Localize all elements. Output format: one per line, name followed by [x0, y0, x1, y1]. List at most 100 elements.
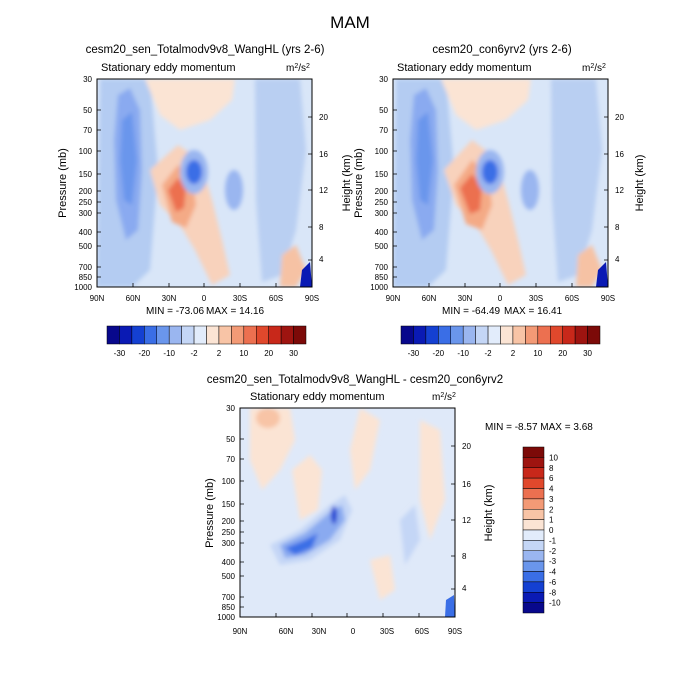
- colorbar-3-swatch-3: [522, 477, 545, 489]
- panel-2-ytick-1000: 1000: [370, 283, 388, 292]
- panel-1-htick-8: 8: [319, 223, 324, 232]
- colorbar-2-label-6: 20: [558, 349, 567, 358]
- colorbar-1-swatch-5: [168, 325, 182, 345]
- panel-2-subtitle: Stationary eddy momentum: [397, 62, 532, 74]
- panel-3-units: m2/s2: [432, 392, 456, 404]
- panel-1-htick-4: 4: [319, 255, 324, 264]
- panel-3-pos-upper-60n: [250, 408, 295, 490]
- panel-2-height-axis: 4 8 12 16 20 Height (km): [604, 113, 646, 264]
- panel-1-y-axis: 30 50 70 100 150 200 250 300 400 500 700…: [57, 75, 101, 292]
- panel-2-htick-12: 12: [615, 186, 624, 195]
- panel-2-ytick-250: 250: [375, 198, 389, 207]
- colorbar-1-swatch-9: [218, 325, 232, 345]
- panel-2-colorbar: -30 -20 -10 -2 2 10 20 30: [400, 325, 601, 358]
- colorbar-3-swatch-2: [522, 467, 545, 479]
- panel-3-ytick-marks: [240, 407, 244, 608]
- colorbar-1-label-0: -30: [114, 349, 126, 358]
- colorbar-2-swatch-11: [537, 325, 551, 345]
- colorbar-1-label-2: -10: [163, 349, 175, 358]
- panel-1-pos-upper: [145, 79, 235, 130]
- panel-1-xtick-60n: 60N: [126, 294, 141, 303]
- panel-1-ytick-100: 100: [79, 147, 93, 156]
- panel-3-xtick-90n: 90N: [233, 627, 248, 636]
- panel-1-xtick-90n: 90N: [90, 294, 105, 303]
- panel-3-ytick-500: 500: [222, 572, 236, 581]
- colorbar-3-label-10: -3: [549, 557, 557, 566]
- panel-1-height-axis: 4 8 12 16 20 Height (km): [308, 113, 353, 264]
- colorbar-3-label-4: 3: [549, 495, 554, 504]
- panel-2-ytick-50: 50: [379, 106, 388, 115]
- colorbar-1-label-3: -2: [191, 349, 199, 358]
- panel-2: cesm20_con6yrv2 (yrs 2-6) Stationary edd…: [353, 44, 646, 358]
- colorbar-3-label-11: -4: [549, 568, 557, 577]
- colorbar-2-label-7: 30: [583, 349, 592, 358]
- colorbar-1-swatch-4: [156, 325, 170, 345]
- panel-1-ytick-1000: 1000: [74, 283, 92, 292]
- panel-2-ylabel: Pressure (mb): [353, 148, 365, 218]
- colorbar-1-swatch-6: [181, 325, 195, 345]
- colorbar-1-swatch-8: [206, 325, 220, 345]
- colorbar-2-label-3: -2: [485, 349, 493, 358]
- panel-3-xtick-30n: 30N: [312, 627, 327, 636]
- panel-1-xtick-30s: 30S: [233, 294, 247, 303]
- colorbar-3-swatch-10: [522, 550, 545, 562]
- panel-2-ytick-200: 200: [375, 187, 389, 196]
- panel-2-field: [393, 79, 608, 287]
- panel-3-x-axis: 90N 60N 30N 0 30S 60S 90S: [233, 613, 462, 636]
- panel-1-pos-max: [168, 178, 186, 212]
- panel-1-height-tick-marks: [308, 116, 312, 261]
- panel-1-ytick-500: 500: [79, 242, 93, 251]
- panel-3-neg-core-20n: [331, 506, 337, 524]
- panel-1-ytick-50: 50: [83, 106, 92, 115]
- panel-1-xtick-90s: 90S: [305, 294, 319, 303]
- panel-3-htick-20: 20: [462, 442, 471, 451]
- panel-3-ytick-850: 850: [222, 603, 236, 612]
- panel-1-colorbar: -30 -20 -10 -2 2 10 20 30: [106, 325, 307, 358]
- panel-2-neg-25s: [521, 170, 539, 210]
- colorbar-1-label-4: 2: [217, 349, 222, 358]
- colorbar-3-swatch-0: [522, 446, 545, 458]
- panel-3-xtick-marks: [275, 613, 420, 617]
- panel-3-minmax: MIN = -8.57 MAX = 3.68: [485, 422, 593, 433]
- panel-1-title: cesm20_sen_Totalmodv9v8_WangHL (yrs 2-6): [86, 44, 325, 56]
- panel-1-min: MIN = -73.06: [146, 306, 205, 317]
- colorbar-1-swatch-13: [268, 325, 282, 345]
- panel-2-frame: [392, 78, 609, 288]
- panel-1-field: [97, 79, 312, 287]
- panel-1: cesm20_sen_Totalmodv9v8_WangHL (yrs 2-6)…: [57, 44, 353, 358]
- panel-2-max: MAX = 16.41: [504, 306, 563, 317]
- panel-1-units: m2/s2: [286, 63, 310, 75]
- panel-3-xtick-60s: 60S: [415, 627, 429, 636]
- panel-3-frame: [239, 407, 456, 618]
- panel-3-ytick-150: 150: [222, 500, 236, 509]
- panel-3-ytick-300: 300: [222, 539, 236, 548]
- colorbar-1-swatch-11: [243, 325, 257, 345]
- panel-3-ytick-200: 200: [222, 517, 236, 526]
- colorbar-3-swatch-9: [522, 540, 545, 551]
- colorbar-2-swatch-2: [425, 325, 439, 345]
- panel-3-ytick-250: 250: [222, 528, 236, 537]
- panel-3-ytick-100: 100: [222, 477, 236, 486]
- panel-3-pos-low-sh: [370, 555, 395, 600]
- panel-1-ytick-250: 250: [79, 198, 93, 207]
- panel-3-neg-sh-mid: [400, 505, 420, 565]
- panel-1-neg-core-60n: [120, 112, 137, 205]
- colorbar-2-swatch-6: [475, 325, 489, 345]
- panel-1-frame: [96, 78, 313, 288]
- colorbar-1-swatch-10: [231, 325, 245, 345]
- panel-2-xtick-60n: 60N: [422, 294, 437, 303]
- panel-2-ytick-850: 850: [375, 273, 389, 282]
- colorbar-3-swatch-12: [522, 571, 545, 583]
- colorbar-3-label-2: 6: [549, 474, 554, 483]
- panel-3-htick-12: 12: [462, 516, 471, 525]
- panel-3-neg-surface: [445, 595, 455, 617]
- colorbar-2-swatch-3: [438, 325, 451, 345]
- panel-2-ytick-150: 150: [375, 170, 389, 179]
- panel-2-ytick-marks: [393, 78, 397, 278]
- panel-1-neg-column-60s: [255, 79, 306, 282]
- colorbar-1-label-7: 30: [289, 349, 298, 358]
- colorbar-3-label-12: -6: [549, 578, 557, 587]
- colorbar-3-label-3: 4: [549, 485, 554, 494]
